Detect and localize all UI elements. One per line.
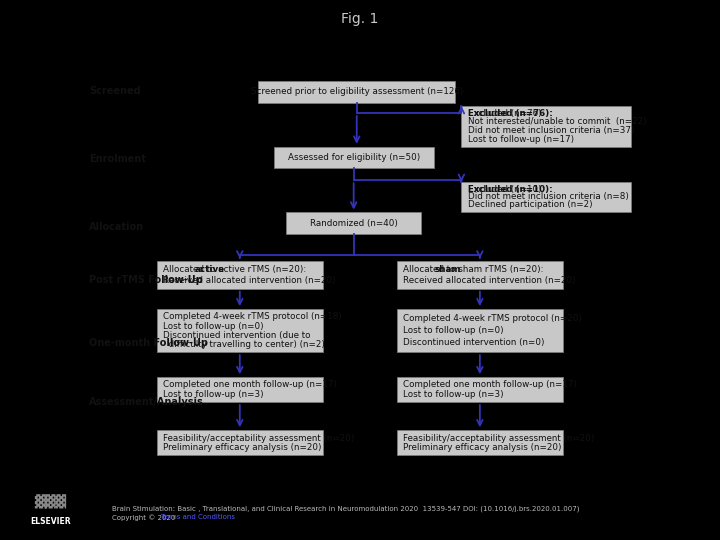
Text: Excluded (n=76):: Excluded (n=76): [467,109,544,118]
Text: ELSEVIER: ELSEVIER [30,517,71,526]
Text: Post rTMS Follow-Up: Post rTMS Follow-Up [89,275,203,285]
Text: Preliminary efficacy analysis (n=20): Preliminary efficacy analysis (n=20) [163,443,321,452]
Text: Received allocated intervention (n=20): Received allocated intervention (n=20) [163,276,336,285]
Text: Assessment/Analysis: Assessment/Analysis [89,397,204,407]
Text: Received allocated intervention (n=20): Received allocated intervention (n=20) [403,276,575,285]
FancyBboxPatch shape [157,377,323,402]
Text: Feasibility/acceptability assessment (n=20): Feasibility/acceptability assessment (n=… [403,434,594,443]
Text: Fig. 1: Fig. 1 [341,12,379,26]
Text: Completed 4-week rTMS protocol (n=20): Completed 4-week rTMS protocol (n=20) [403,314,582,323]
FancyBboxPatch shape [157,261,323,289]
FancyBboxPatch shape [462,106,631,147]
FancyBboxPatch shape [258,81,455,103]
FancyBboxPatch shape [397,430,563,455]
Text: ▓▓▓: ▓▓▓ [35,495,66,509]
Text: active: active [194,265,225,274]
Text: Feasibility/acceptability assessment (n=20): Feasibility/acceptability assessment (n=… [163,434,354,443]
Text: Enrolment: Enrolment [89,154,146,164]
Text: Excluded (n=76):: Excluded (n=76): [467,109,552,118]
Text: Declined participation (n=2): Declined participation (n=2) [467,200,592,209]
Text: Allocation: Allocation [89,222,144,232]
FancyBboxPatch shape [462,182,631,212]
Text: Did not meet inclusion criteria (n=37): Did not meet inclusion criteria (n=37) [467,126,634,135]
Text: Screened prior to eligibility assessment (n=126): Screened prior to eligibility assessment… [251,87,463,96]
Text: Excluded (n=10):: Excluded (n=10): [467,185,544,194]
FancyBboxPatch shape [157,309,323,352]
Text: Lost to follow-up (n=0): Lost to follow-up (n=0) [403,326,503,335]
Text: difficulty travelling to center) (n=2): difficulty travelling to center) (n=2) [163,340,325,349]
FancyBboxPatch shape [157,430,323,455]
Text: Allocated to active rTMS (n=20):: Allocated to active rTMS (n=20): [163,265,306,274]
Text: Lost to follow-up (n=3): Lost to follow-up (n=3) [403,390,503,399]
FancyBboxPatch shape [397,309,563,352]
FancyBboxPatch shape [397,261,563,289]
Text: sham: sham [434,265,461,274]
Text: Did not meet inclusion criteria (n=8): Did not meet inclusion criteria (n=8) [467,192,629,201]
Text: Screened: Screened [89,86,140,96]
Text: Not interested/unable to commit  (n=22): Not interested/unable to commit (n=22) [467,118,646,126]
Text: Excluded (n=10):: Excluded (n=10): [467,185,552,194]
Text: Randomized (n=40): Randomized (n=40) [310,219,397,228]
Text: One-month Follow-Up: One-month Follow-Up [89,338,208,348]
Text: Preliminary efficacy analysis (n=20): Preliminary efficacy analysis (n=20) [403,443,562,452]
Text: Discontinued intervention (n=0): Discontinued intervention (n=0) [403,339,544,347]
Text: Brain Stimulation: Basic , Translational, and Clinical Research in Neuromodulati: Brain Stimulation: Basic , Translational… [112,506,579,512]
FancyBboxPatch shape [286,212,421,234]
Text: Lost to follow-up (n=0): Lost to follow-up (n=0) [163,321,264,330]
Text: Completed 4-week rTMS protocol (n=18): Completed 4-week rTMS protocol (n=18) [163,312,342,321]
Text: Lost to follow-up (n=17): Lost to follow-up (n=17) [467,134,574,144]
Text: Copyright © 2020: Copyright © 2020 [112,514,175,521]
Text: Terms and Conditions: Terms and Conditions [161,514,235,521]
Text: Allocated to sham rTMS (n=20):: Allocated to sham rTMS (n=20): [403,265,544,274]
Text: Completed one month follow-up (n=17): Completed one month follow-up (n=17) [403,381,577,389]
Text: Completed one month follow-up (n=17): Completed one month follow-up (n=17) [163,381,337,389]
Text: Discontinued intervention (due to: Discontinued intervention (due to [163,330,310,340]
FancyBboxPatch shape [274,147,433,168]
FancyBboxPatch shape [397,377,563,402]
Text: Assessed for eligibility (n=50): Assessed for eligibility (n=50) [287,153,420,162]
Text: Lost to follow-up (n=3): Lost to follow-up (n=3) [163,390,264,399]
